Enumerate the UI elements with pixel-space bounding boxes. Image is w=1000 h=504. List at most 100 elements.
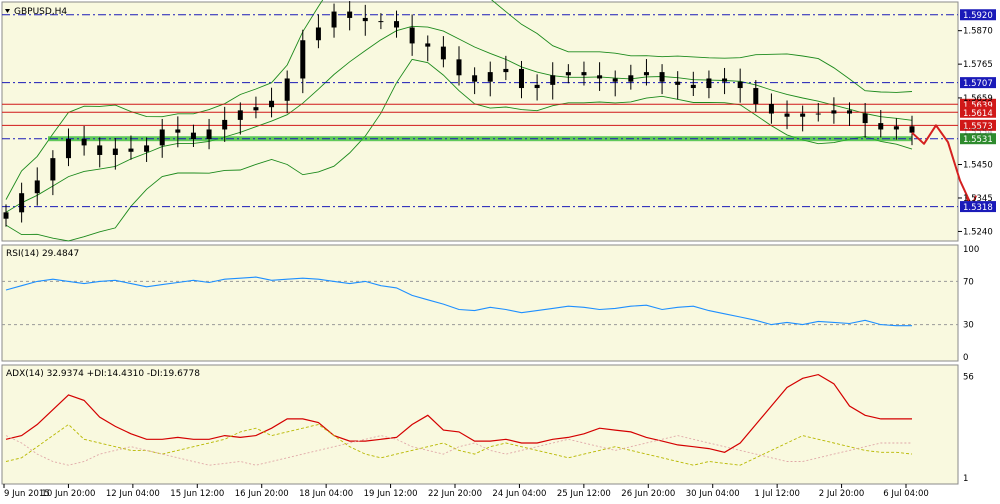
candle-body	[315, 27, 321, 41]
price-tag-label: 1.5614	[963, 109, 993, 119]
candle-body	[3, 212, 9, 219]
time-axis-label: 30 Jun 04:00	[686, 489, 740, 499]
candle-body	[722, 78, 728, 82]
candle-body	[206, 129, 212, 140]
rsi-title: RSI(14) 29.4847	[6, 249, 79, 259]
candle-body	[628, 75, 634, 82]
price-tag[interactable]	[960, 9, 996, 21]
candle-body	[784, 113, 790, 117]
candle-body	[222, 119, 228, 130]
price-tag-label: 1.5531	[963, 135, 993, 145]
adx-plot	[5, 373, 913, 466]
chevron-down-icon	[5, 9, 10, 13]
price-axis-label: 1.5450	[963, 161, 993, 171]
time-axis-label: 6 Jul 04:00	[883, 489, 929, 499]
price-axis-label: 1.5870	[963, 27, 993, 37]
time-axis-label: 10 Jun 20:00	[41, 489, 95, 499]
symbol-label: GBPUSD,H4	[14, 7, 67, 17]
candle-body	[362, 17, 368, 22]
adx-axis-label: 1	[963, 474, 968, 484]
price-tag-label: 1.5920	[963, 11, 993, 21]
time-axis-label: 2 Jul 20:00	[819, 489, 865, 499]
rsi-axis-label: 0	[963, 353, 968, 363]
candle-body	[643, 72, 649, 76]
time-axis-label: 18 Jun 04:00	[299, 489, 353, 499]
price-axis-label: 1.5765	[963, 60, 993, 70]
candle-body	[612, 78, 618, 82]
candle-body	[534, 84, 540, 89]
candle-body	[347, 11, 353, 18]
candle-body	[237, 110, 243, 120]
candle-body	[456, 59, 462, 76]
candle-body	[659, 72, 665, 82]
candle-body	[550, 75, 556, 85]
rsi-axis-label: 70	[963, 277, 974, 287]
candle-body	[144, 145, 150, 152]
adx-line	[5, 373, 912, 453]
price-panel[interactable]	[1, 1, 959, 242]
candle-body	[581, 72, 587, 76]
adx-title: ADX(14) 32.9374 +DI:14.4310 -DI:19.6778	[6, 369, 200, 379]
price-tag[interactable]	[960, 119, 996, 131]
candle-body	[893, 126, 899, 130]
plus-di-line	[5, 423, 913, 466]
support-zone-band	[48, 136, 912, 142]
candle-body	[190, 132, 196, 140]
price-axis-label: 1.5345	[963, 194, 993, 204]
candle-body	[706, 78, 712, 89]
candle-body	[269, 100, 275, 108]
price-tag[interactable]	[960, 77, 996, 89]
price-axis-label: 1.5240	[963, 227, 993, 237]
price-tag[interactable]	[960, 98, 996, 110]
candle-body	[65, 139, 71, 159]
forecast-arrow-line	[911, 124, 973, 208]
candle-body	[690, 84, 696, 89]
time-axis-label: 24 Jun 04:00	[492, 489, 546, 499]
adx-panel[interactable]	[1, 364, 959, 485]
price-tag-label: 1.5707	[963, 79, 993, 89]
candle-body	[597, 75, 603, 79]
candle-body	[815, 113, 821, 115]
time-axis-label: 25 Jun 12:00	[557, 489, 611, 499]
candle-body	[34, 180, 40, 194]
rsi-axis-label: 100	[963, 245, 979, 255]
price-tag-label: 1.5573	[963, 122, 993, 132]
price-tag[interactable]	[960, 133, 996, 145]
candle-body	[862, 113, 868, 124]
price-tag-label: 1.5639	[963, 101, 993, 111]
candle-body	[768, 103, 774, 114]
price-tag-label: 1.5318	[963, 203, 993, 213]
time-axis-label: 1 Jul 12:00	[754, 489, 800, 499]
time-axis-label: 22 Jun 20:00	[428, 489, 482, 499]
rsi-panel[interactable]	[1, 244, 959, 362]
candle-body	[753, 88, 759, 104]
candle-body	[487, 72, 493, 82]
candle-body	[378, 21, 384, 23]
candle-body	[97, 145, 103, 155]
time-axis-label: 15 Jun 12:00	[170, 489, 224, 499]
symbol-dropdown[interactable]: GBPUSD,H4	[5, 7, 67, 17]
rsi-axis-label: 30	[963, 321, 974, 331]
candle-body	[175, 129, 181, 133]
minus-di-line	[5, 435, 912, 466]
candle-body	[19, 193, 25, 213]
middle-band-line	[5, 25, 913, 213]
candle-body	[909, 126, 915, 133]
candle-body	[440, 46, 446, 60]
price-tag[interactable]	[960, 201, 996, 213]
candle-body	[128, 148, 134, 152]
candle-body	[300, 40, 306, 79]
candle-body	[800, 113, 806, 117]
time-axis-label: 12 Jun 04:00	[106, 489, 160, 499]
candle-body	[737, 81, 743, 89]
candle-body	[159, 129, 165, 146]
candle-body	[503, 68, 509, 73]
candle-body	[472, 75, 478, 82]
candle-body	[675, 81, 681, 85]
price-plot	[2, 0, 977, 242]
price-tag[interactable]	[960, 106, 996, 118]
rsi-plot	[2, 276, 958, 327]
